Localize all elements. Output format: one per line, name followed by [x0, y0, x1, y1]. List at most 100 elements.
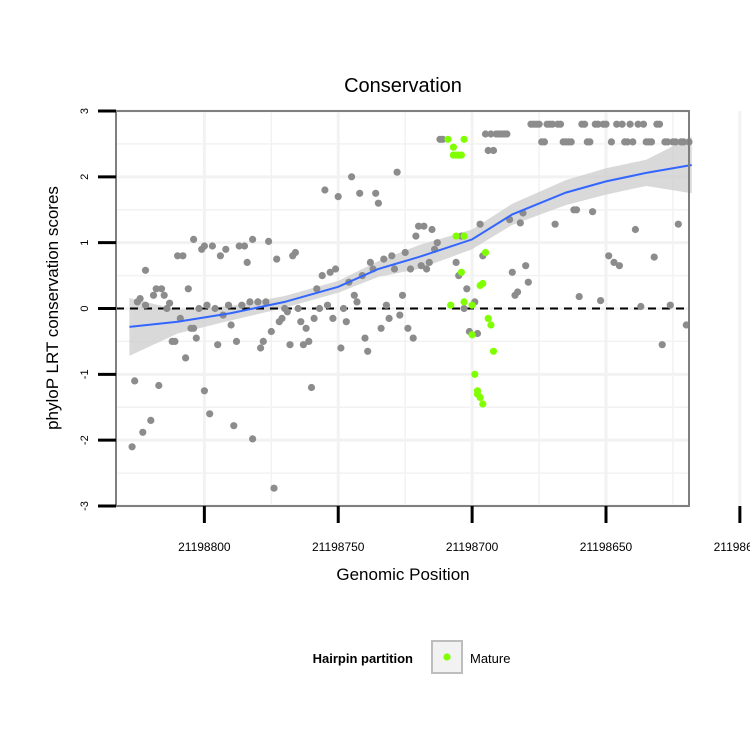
point-other — [155, 381, 163, 390]
point-other — [514, 288, 522, 296]
point-other — [270, 484, 278, 492]
point-other — [597, 297, 605, 305]
point-other — [337, 344, 345, 352]
point-other — [230, 422, 238, 430]
data-points — [128, 120, 693, 492]
y-axis: 3 2 1 0 -1 -2 -3 — [79, 108, 116, 511]
point-other — [321, 186, 329, 194]
point-mature — [487, 321, 495, 329]
smooth-trend-line — [129, 164, 692, 328]
point-other — [476, 220, 484, 228]
point-other — [265, 237, 273, 245]
legend-label-mature: Mature — [470, 651, 510, 666]
y-tick-label: 1 — [79, 240, 91, 246]
point-other — [439, 135, 447, 143]
point-other — [674, 220, 682, 228]
point-other — [672, 138, 680, 146]
chart-title: Conservation — [344, 75, 462, 97]
point-other — [460, 304, 468, 313]
x-tick-label: 21198700 — [446, 540, 499, 554]
point-mature — [479, 279, 487, 288]
point-other — [348, 173, 356, 181]
point-other — [404, 324, 412, 332]
point-other — [174, 252, 182, 260]
point-mature — [471, 370, 479, 378]
point-other — [393, 168, 401, 176]
y-tick-label: -3 — [79, 501, 91, 511]
legend-title: Hairpin partition — [313, 651, 413, 666]
point-other — [613, 120, 621, 128]
point-other — [299, 341, 307, 349]
smooth-line — [129, 164, 692, 328]
point-other — [607, 138, 616, 146]
point-other — [425, 258, 433, 266]
point-mature — [452, 232, 460, 240]
point-other — [257, 344, 265, 352]
point-other — [329, 314, 337, 322]
point-other — [200, 387, 208, 395]
point-other — [664, 138, 672, 146]
point-other — [385, 314, 393, 322]
point-other — [433, 239, 441, 247]
point-other — [586, 138, 594, 146]
point-other — [128, 443, 136, 451]
y-tick-label: -2 — [79, 435, 91, 445]
point-other — [572, 206, 581, 214]
point-other — [190, 235, 198, 243]
point-other — [634, 120, 642, 128]
point-other — [551, 220, 559, 228]
point-other — [307, 383, 316, 392]
point-other — [206, 410, 214, 418]
point-other — [235, 242, 243, 250]
point-other — [655, 120, 664, 128]
point-other — [364, 347, 372, 355]
point-other — [548, 120, 557, 128]
point-other — [398, 291, 407, 299]
y-tick-label: 0 — [79, 305, 91, 311]
point-other — [631, 225, 640, 234]
point-other — [310, 314, 318, 322]
x-tick-label: 21198750 — [312, 540, 365, 554]
point-other — [326, 268, 334, 276]
point-other — [136, 295, 144, 303]
point-other — [179, 252, 187, 260]
point-mature — [457, 268, 465, 276]
point-other — [372, 189, 380, 197]
point-other — [249, 235, 257, 243]
point-other — [423, 265, 431, 273]
point-other — [297, 318, 305, 326]
point-other — [415, 222, 423, 230]
point-mature — [460, 135, 468, 143]
point-other — [610, 258, 618, 266]
point-other — [623, 138, 632, 146]
point-other — [463, 285, 471, 293]
point-other — [342, 318, 350, 326]
point-other — [243, 258, 251, 266]
point-other — [487, 130, 495, 138]
point-other — [262, 298, 270, 306]
point-other — [147, 416, 155, 424]
point-other — [332, 265, 340, 273]
point-other — [524, 278, 532, 286]
point-other — [160, 291, 168, 299]
point-mature — [468, 301, 476, 309]
point-other — [157, 285, 166, 293]
point-other — [291, 248, 299, 257]
point-other — [171, 337, 179, 345]
point-other — [406, 265, 415, 273]
point-other — [567, 138, 575, 146]
point-mature — [460, 298, 468, 306]
point-other — [396, 311, 404, 319]
point-other — [374, 199, 382, 207]
point-other — [650, 253, 658, 261]
point-other — [286, 341, 294, 349]
point-mature — [457, 151, 465, 159]
point-other — [139, 428, 147, 436]
point-other — [353, 298, 361, 306]
point-other — [141, 266, 150, 274]
point-other — [240, 242, 249, 250]
point-other — [503, 130, 511, 138]
confidence-band — [129, 136, 692, 356]
